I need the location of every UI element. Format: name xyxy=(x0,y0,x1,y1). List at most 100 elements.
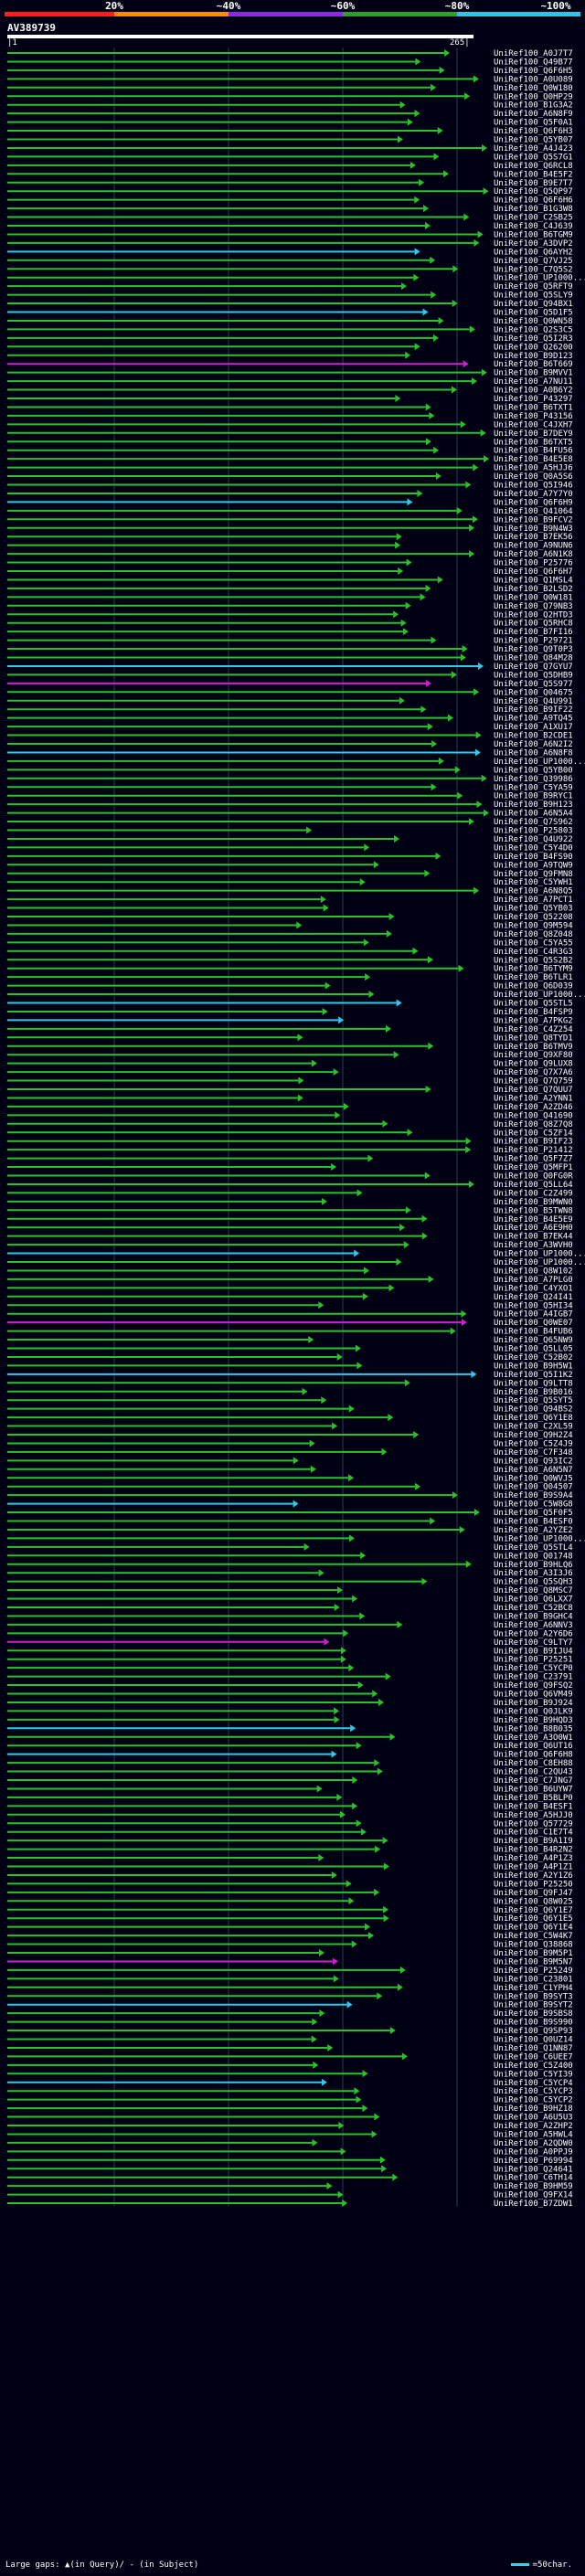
hit-label[interactable]: UniRef100_Q52208 xyxy=(494,913,573,922)
hit-label[interactable]: UniRef100_A4J423 xyxy=(494,144,573,154)
hit-label[interactable]: UniRef100_Q1MSL4 xyxy=(494,576,573,585)
hit-label[interactable]: UniRef100_A0B6Y2 xyxy=(494,387,573,396)
hit-label[interactable]: UniRef100_Q9FJ47 xyxy=(494,1889,573,1898)
hit-label[interactable]: UniRef100_C5YA59 xyxy=(494,783,573,792)
hit-label[interactable]: UniRef100_Q94BS2 xyxy=(494,1405,573,1415)
hit-label[interactable]: UniRef100_Q6F6H6 xyxy=(494,196,573,206)
hit-label[interactable]: UniRef100_C9LTY7 xyxy=(494,1638,573,1648)
hit-label[interactable]: UniRef100_P25250 xyxy=(494,1880,573,1889)
hit-label[interactable]: UniRef100_Q6F6H9 xyxy=(494,498,573,507)
hit-label[interactable]: UniRef100_Q38868 xyxy=(494,1941,573,1950)
hit-label[interactable]: UniRef100_Q5QP97 xyxy=(494,187,573,196)
hit-label[interactable]: UniRef100_Q8TYD1 xyxy=(494,1034,573,1043)
hit-label[interactable]: UniRef100_B1G3A2 xyxy=(494,101,573,111)
hit-label[interactable]: UniRef100_A7NU11 xyxy=(494,377,573,387)
hit-label[interactable]: UniRef100_P25776 xyxy=(494,559,573,568)
hit-label[interactable]: UniRef100_C5Z400 xyxy=(494,2062,573,2071)
hit-label[interactable]: UniRef100_UP1000... xyxy=(494,1534,585,1543)
hit-label[interactable]: UniRef100_Q6F6H8 xyxy=(494,1751,573,1760)
hit-label[interactable]: UniRef100_B9H5W1 xyxy=(494,1362,573,1371)
hit-label[interactable]: UniRef100_A7Y7Y0 xyxy=(494,490,573,499)
hit-label[interactable]: UniRef100_Q84M28 xyxy=(494,654,573,663)
hit-label[interactable]: UniRef100_B4FSP9 xyxy=(494,1008,573,1017)
hit-label[interactable]: UniRef100_Q6UT16 xyxy=(494,1742,573,1751)
hit-label[interactable]: UniRef100_Q6D039 xyxy=(494,982,573,991)
hit-label[interactable]: UniRef100_Q6AYH2 xyxy=(494,248,573,257)
hit-label[interactable]: UniRef100_Q94BX1 xyxy=(494,300,573,309)
hit-label[interactable]: UniRef100_A2YNN1 xyxy=(494,1094,573,1103)
hit-label[interactable]: UniRef100_Q0FG0R xyxy=(494,1172,573,1182)
hit-label[interactable]: UniRef100_A7PLG0 xyxy=(494,1276,573,1285)
hit-label[interactable]: UniRef100_Q5S977 xyxy=(494,680,573,689)
hit-label[interactable]: UniRef100_B6TYM9 xyxy=(494,965,573,974)
hit-label[interactable]: UniRef100_Q5I1K2 xyxy=(494,1371,573,1380)
hit-label[interactable]: UniRef100_Q57729 xyxy=(494,1819,573,1829)
hit-label[interactable]: UniRef100_Q65NW9 xyxy=(494,1336,573,1345)
hit-label[interactable]: UniRef100_B7DEY9 xyxy=(494,429,573,439)
hit-label[interactable]: UniRef100_Q9H2Z4 xyxy=(494,1431,573,1440)
hit-label[interactable]: UniRef100_Q5I2R3 xyxy=(494,334,573,344)
hit-label[interactable]: UniRef100_A2ZD46 xyxy=(494,1103,573,1112)
hit-label[interactable]: UniRef100_A5HJJ0 xyxy=(494,1811,573,1820)
hit-label[interactable]: UniRef100_A0J7T7 xyxy=(494,49,573,58)
hit-label[interactable]: UniRef100_Q7X7A6 xyxy=(494,1068,573,1077)
hit-label[interactable]: UniRef100_Q5STL5 xyxy=(494,1000,573,1009)
hit-label[interactable]: UniRef100_C1YPH4 xyxy=(494,1984,573,1993)
hit-label[interactable]: UniRef100_A3WVH0 xyxy=(494,1241,573,1250)
hit-label[interactable]: UniRef100_C5YCP2 xyxy=(494,2096,573,2105)
hit-label[interactable]: UniRef100_A2QDW0 xyxy=(494,2139,573,2148)
hit-label[interactable]: UniRef100_B9S9A4 xyxy=(494,1491,573,1500)
hit-label[interactable]: UniRef100_B4ESF1 xyxy=(494,1802,573,1811)
hit-label[interactable]: UniRef100_A0PPJ9 xyxy=(494,2147,573,2157)
hit-label[interactable]: UniRef100_Q5YB00 xyxy=(494,766,573,775)
hit-label[interactable]: UniRef100_Q5RFT9 xyxy=(494,282,573,292)
hit-label[interactable]: UniRef100_C7Q5S2 xyxy=(494,265,573,274)
hit-label[interactable]: UniRef100_Q6F6H5 xyxy=(494,67,573,76)
hit-label[interactable]: UniRef100_B9HQD3 xyxy=(494,1716,573,1725)
hit-label[interactable]: UniRef100_A3DVP2 xyxy=(494,239,573,249)
hit-label[interactable]: UniRef100_C8EH88 xyxy=(494,1759,573,1768)
hit-label[interactable]: UniRef100_Q6LXX7 xyxy=(494,1595,573,1605)
hit-label[interactable]: UniRef100_B9SYT2 xyxy=(494,2001,573,2010)
hit-label[interactable]: UniRef100_UP1000... xyxy=(494,1250,585,1259)
hit-label[interactable]: UniRef100_C2XL59 xyxy=(494,1423,573,1432)
hit-label[interactable]: UniRef100_Q5F0A1 xyxy=(494,119,573,128)
hit-label[interactable]: UniRef100_B9MWN0 xyxy=(494,1198,573,1207)
hit-label[interactable]: UniRef100_UP1000... xyxy=(494,274,585,283)
hit-label[interactable]: UniRef100_Q5SYT5 xyxy=(494,1396,573,1405)
hit-label[interactable]: UniRef100_A2ZHP2 xyxy=(494,2122,573,2131)
hit-label[interactable]: UniRef100_Q5HI34 xyxy=(494,1301,573,1310)
hit-label[interactable]: UniRef100_A1XU17 xyxy=(494,723,573,732)
hit-label[interactable]: UniRef100_Q7VJ25 xyxy=(494,257,573,266)
hit-label[interactable]: UniRef100_C7F348 xyxy=(494,1448,573,1458)
hit-label[interactable]: UniRef100_A2Y6D6 xyxy=(494,1629,573,1638)
hit-label[interactable]: UniRef100_C5Z4J9 xyxy=(494,1439,573,1448)
hit-label[interactable]: UniRef100_A3O0W1 xyxy=(494,1733,573,1743)
hit-label[interactable]: UniRef100_B6TMV9 xyxy=(494,1043,573,1052)
hit-label[interactable]: UniRef100_B9GHC4 xyxy=(494,1612,573,1621)
hit-label[interactable]: UniRef100_Q9T0P3 xyxy=(494,645,573,654)
hit-label[interactable]: UniRef100_P43297 xyxy=(494,395,573,404)
hit-label[interactable]: UniRef100_C5YA55 xyxy=(494,938,573,948)
hit-label[interactable]: UniRef100_B9RYC1 xyxy=(494,792,573,801)
hit-label[interactable]: UniRef100_Q41064 xyxy=(494,507,573,516)
hit-label[interactable]: UniRef100_A6N8F8 xyxy=(494,748,573,758)
hit-label[interactable]: UniRef100_B9SBS8 xyxy=(494,2009,573,2019)
hit-label[interactable]: UniRef100_C4YXO1 xyxy=(494,1284,573,1293)
hit-label[interactable]: UniRef100_Q5F7Z7 xyxy=(494,1155,573,1164)
hit-label[interactable]: UniRef100_C6UEE7 xyxy=(494,2052,573,2062)
hit-label[interactable]: UniRef100_P29721 xyxy=(494,637,573,646)
hit-label[interactable]: UniRef100_A3I3J6 xyxy=(494,1569,573,1578)
hit-label[interactable]: UniRef100_Q5RHC8 xyxy=(494,620,573,629)
hit-label[interactable]: UniRef100_B9FCV2 xyxy=(494,515,573,525)
hit-label[interactable]: UniRef100_A4P1Z3 xyxy=(494,1854,573,1863)
hit-label[interactable]: UniRef100_Q5MFP1 xyxy=(494,1163,573,1172)
hit-label[interactable]: UniRef100_Q5F0F5 xyxy=(494,1509,573,1518)
hit-label[interactable]: UniRef100_Q9LTT8 xyxy=(494,1379,573,1388)
hit-label[interactable]: UniRef100_B2CDE1 xyxy=(494,732,573,741)
hit-label[interactable]: UniRef100_Q0HP29 xyxy=(494,92,573,101)
hit-label[interactable]: UniRef100_Q0JLK9 xyxy=(494,1707,573,1716)
hit-label[interactable]: UniRef100_Q5S7G1 xyxy=(494,153,573,162)
hit-label[interactable]: UniRef100_B7EK44 xyxy=(494,1233,573,1242)
hit-label[interactable]: UniRef100_Q24I41 xyxy=(494,1293,573,1302)
